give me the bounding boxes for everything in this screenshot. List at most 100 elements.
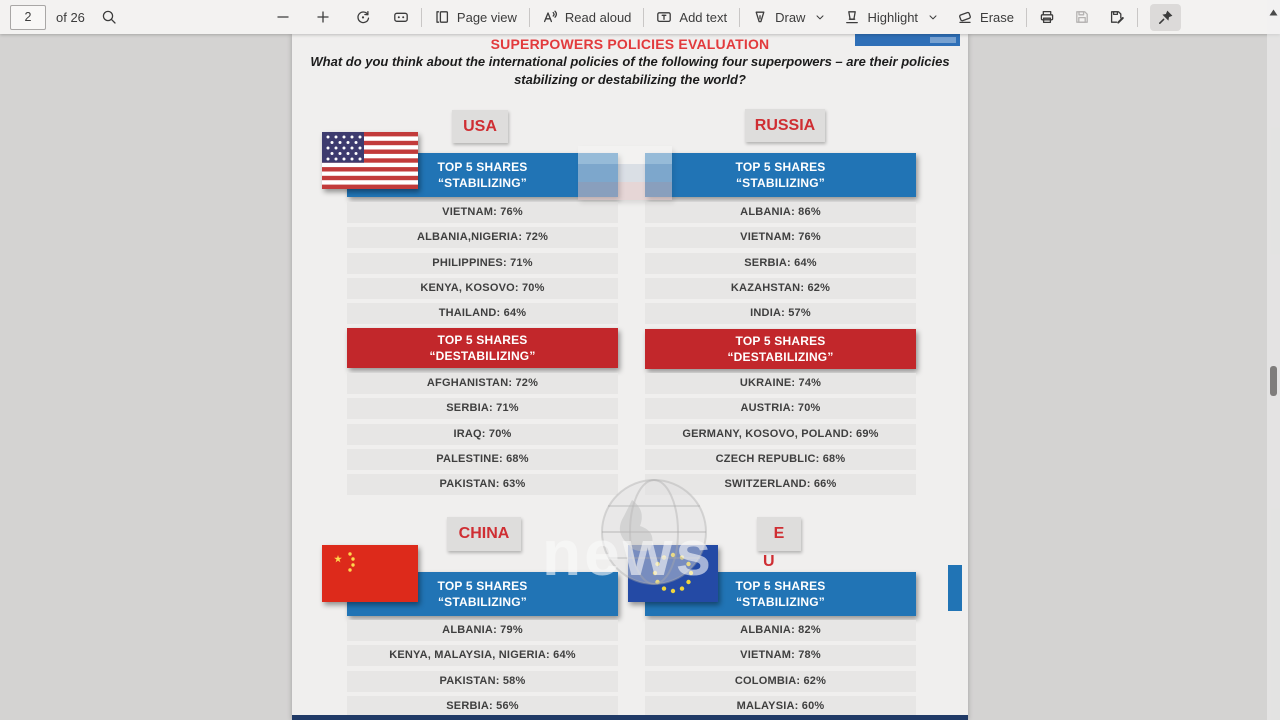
rotate-icon[interactable]	[355, 9, 371, 25]
erase-button[interactable]: Erase	[957, 9, 1014, 25]
table-row: AFGHANISTAN: 72%	[347, 373, 618, 394]
chevron-down-icon[interactable]	[927, 9, 939, 25]
pin-icon	[1158, 9, 1174, 25]
save-icon	[1074, 9, 1090, 25]
page-title: SUPERPOWERS POLICIES EVALUATION	[490, 36, 770, 52]
draw-pen-icon	[752, 9, 768, 25]
section-label-text: CHINA	[458, 525, 510, 542]
toolbar-separator	[1137, 7, 1139, 27]
section-label-text: E	[773, 525, 785, 542]
toolbar-separator	[643, 7, 645, 27]
table-row: SERBIA: 71%	[347, 398, 618, 420]
eu-stabilizing-rows: ALBANIA: 82% VIETNAM: 78% COLOMBIA: 62% …	[645, 620, 916, 720]
table-row: SWITZERLAND: 66%	[645, 474, 916, 496]
usa-stabilizing-rows: VIETNAM: 76% ALBANIA,NIGERIA: 72% PHILIP…	[347, 202, 618, 328]
page-count-label: of 26	[56, 9, 85, 25]
header-line: “STABILIZING”	[437, 176, 528, 190]
table-row: PALESTINE: 68%	[347, 448, 618, 470]
russia-stabilizing-header: TOP 5 SHARES “STABILIZING”	[645, 153, 916, 197]
highlight-button[interactable]: Highlight	[844, 9, 918, 25]
table-row: PAKISTAN: 58%	[347, 670, 618, 692]
section-label-china: CHINA	[447, 517, 521, 551]
document-viewport: SUPERPOWERS POLICIES EVALUATION What do …	[0, 34, 1280, 720]
toolbar-separator	[739, 7, 741, 27]
add-text-icon	[656, 9, 672, 25]
draw-button[interactable]: Draw	[752, 9, 805, 25]
table-row: MALAYSIA: 60%	[645, 695, 916, 717]
save-as-icon[interactable]	[1109, 9, 1125, 25]
partial-blue-bar	[948, 565, 962, 611]
section-label-russia: RUSSIA	[745, 109, 825, 142]
pdf-toolbar: of 26 Page view Read aloud Add text	[0, 0, 1280, 34]
pdf-page: SUPERPOWERS POLICIES EVALUATION What do …	[292, 34, 968, 720]
section-label-eu: E	[757, 517, 801, 551]
table-row: GERMANY, KOSOVO, POLAND: 69%	[645, 423, 916, 445]
toolbar-separator	[420, 7, 422, 27]
page-view-button[interactable]: Page view	[434, 9, 517, 25]
header-line: TOP 5 SHARES	[437, 579, 528, 593]
header-line: TOP 5 SHARES	[437, 333, 528, 347]
header-line: “STABILIZING”	[735, 176, 826, 190]
vertical-scrollbar[interactable]	[1267, 0, 1280, 720]
scroll-up-icon[interactable]	[1269, 3, 1278, 21]
header-line: TOP 5 SHARES	[735, 334, 826, 348]
table-row: ALBANIA: 79%	[347, 620, 618, 641]
chevron-down-icon[interactable]	[814, 9, 826, 25]
russia-flag	[578, 146, 672, 200]
next-section-edge	[292, 715, 968, 720]
page-number-input[interactable]	[10, 4, 46, 30]
page-view-label: Page view	[456, 9, 517, 25]
table-row: VIETNAM: 78%	[645, 645, 916, 667]
highlighter-icon	[844, 9, 860, 25]
scrollbar-thumb[interactable]	[1270, 366, 1277, 396]
read-aloud-label: Read aloud	[564, 9, 632, 25]
eraser-icon	[957, 9, 973, 25]
channel-logo-bar	[855, 34, 960, 46]
pin-toolbar-button[interactable]	[1150, 3, 1182, 31]
header-line: “STABILIZING”	[735, 595, 826, 609]
zoom-in-button[interactable]	[315, 9, 331, 25]
table-row: ALBANIA,NIGERIA: 72%	[347, 227, 618, 249]
section-label-eu-u: U	[763, 553, 775, 570]
table-row: VIETNAM: 76%	[645, 227, 916, 249]
add-text-label: Add text	[679, 9, 728, 25]
table-row: KAZAHSTAN: 62%	[645, 277, 916, 299]
table-row: PHILIPPINES: 71%	[347, 252, 618, 274]
zoom-out-button[interactable]	[275, 9, 291, 25]
eu-flag	[628, 545, 718, 602]
section-label-text: USA	[463, 117, 497, 135]
russia-stabilizing-rows: ALBANIA: 86% VIETNAM: 76% SERBIA: 64% KA…	[645, 202, 916, 328]
usa-destabilizing-rows: AFGHANISTAN: 72% SERBIA: 71% IRAQ: 70% P…	[347, 373, 618, 499]
table-row: THAILAND: 64%	[347, 303, 618, 325]
header-line: TOP 5 SHARES	[437, 160, 528, 174]
search-icon[interactable]	[101, 9, 117, 25]
header-line: “DESTABILIZING”	[727, 350, 834, 364]
erase-label: Erase	[980, 9, 1015, 25]
table-row: CZECH REPUBLIC: 68%	[645, 448, 916, 470]
usa-destabilizing-header: TOP 5 SHARES “DESTABILIZING”	[347, 328, 618, 368]
table-row: SERBIA: 56%	[347, 695, 618, 717]
table-row: ALBANIA: 86%	[645, 202, 916, 223]
page-view-icon	[434, 9, 450, 25]
header-line: “DESTABILIZING”	[429, 349, 536, 363]
header-line: “STABILIZING”	[437, 595, 528, 609]
section-label-usa: USA	[452, 110, 508, 143]
table-row: VIETNAM: 76%	[347, 202, 618, 223]
highlight-label: Highlight	[867, 9, 919, 25]
add-text-button[interactable]: Add text	[656, 9, 727, 25]
table-row: KENYA, MALAYSIA, NIGERIA: 64%	[347, 645, 618, 667]
table-row: COLOMBIA: 62%	[645, 670, 916, 692]
usa-flag	[322, 132, 418, 189]
fit-to-width-icon[interactable]	[393, 9, 409, 25]
table-row: INDIA: 57%	[645, 303, 916, 325]
section-label-text: RUSSIA	[754, 116, 816, 134]
russia-destabilizing-rows: UKRAINE: 74% AUSTRIA: 70% GERMANY, KOSOV…	[645, 373, 916, 499]
table-row: KENYA, KOSOVO: 70%	[347, 277, 618, 299]
print-icon[interactable]	[1039, 9, 1055, 25]
table-row: UKRAINE: 74%	[645, 373, 916, 394]
table-row: SERBIA: 64%	[645, 252, 916, 274]
header-line: TOP 5 SHARES	[735, 579, 826, 593]
china-stabilizing-rows: ALBANIA: 79% KENYA, MALAYSIA, NIGERIA: 6…	[347, 620, 618, 720]
read-aloud-button[interactable]: Read aloud	[542, 9, 632, 25]
table-row: ALBANIA: 82%	[645, 620, 916, 641]
